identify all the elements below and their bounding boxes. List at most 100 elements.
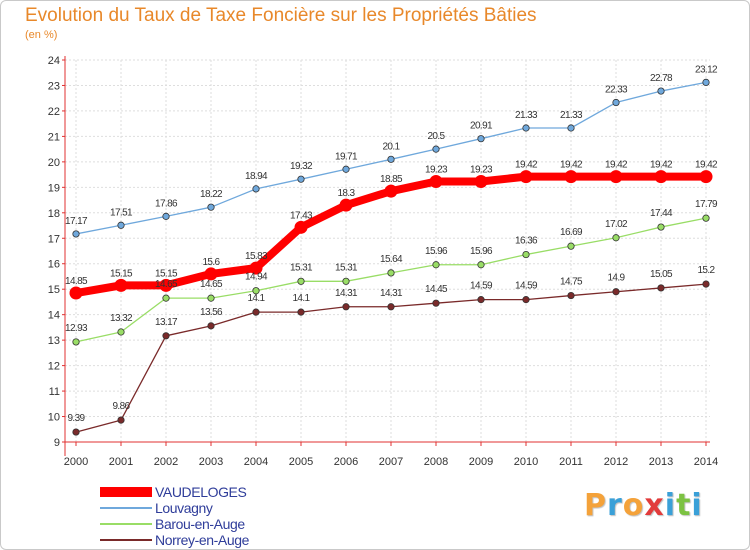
data-point-norrey-en-auge [117,416,125,424]
data-label-norrey-en-auge: 14.31 [380,288,403,299]
data-point-vaudeloges [114,278,128,292]
logo-letter: r [607,488,623,523]
legend-label-louvagny: Louvagny [155,500,213,516]
data-label-louvagny: 20.91 [470,121,493,132]
x-tick-label: 2014 [694,456,718,468]
logo-letter: o [622,488,645,523]
data-point-barou-en-auge [162,294,170,302]
y-tick-label: 13 [48,335,60,347]
plot-area [65,60,710,442]
logo-letter: x [644,488,665,523]
data-label-barou-en-auge: 15.96 [425,246,448,257]
data-label-vaudeloges: 19.42 [515,160,538,171]
data-label-louvagny: 17.51 [110,207,133,218]
y-tick-label: 14 [48,310,60,322]
data-point-norrey-en-auge [567,291,575,300]
data-label-norrey-en-auge: 13.17 [155,317,178,328]
data-label-vaudeloges: 18.3 [337,188,355,199]
data-label-norrey-en-auge: 14.75 [560,277,583,288]
data-point-barou-en-auge [432,261,440,269]
data-label-louvagny: 23.12 [695,64,718,75]
data-label-norrey-en-auge: 9.86 [112,401,130,412]
data-label-norrey-en-auge: 13.56 [200,307,223,318]
data-point-norrey-en-auge [612,288,620,296]
data-point-louvagny [297,175,305,183]
data-label-louvagny: 19.32 [290,161,313,172]
data-label-louvagny: 18.94 [245,171,268,182]
legend-item-louvagny: Louvagny [100,500,360,516]
data-point-louvagny [72,230,80,238]
data-label-norrey-en-auge: 14.59 [515,281,538,292]
data-point-louvagny [387,155,395,163]
data-point-louvagny [432,145,440,153]
data-point-vaudeloges [654,170,668,184]
y-tick-label: 15 [48,284,60,296]
data-point-vaudeloges [339,198,353,212]
data-label-louvagny: 18.22 [200,189,223,200]
y-tick-label: 12 [48,361,60,373]
proxiti-logo: Proxiti [584,488,703,523]
data-point-barou-en-auge [297,277,305,285]
data-point-norrey-en-auge [387,303,395,311]
y-tick-label: 9 [54,437,60,449]
x-tick-label: 2009 [469,456,493,468]
line-chart: 9 10 11 12 13 14 15 16 17 18 19 20 21 22 23 24 2000 2001 2… [48,55,719,468]
data-point-vaudeloges [519,170,533,184]
data-point-vaudeloges [609,170,623,184]
y-tick-label: 18 [48,208,60,220]
legend-item-norrey-en-auge: Norrey-en-Auge [100,532,360,548]
x-tick-label: 2005 [289,456,313,468]
data-label-vaudeloges: 15.83 [245,251,268,262]
data-point-barou-en-auge [207,294,215,302]
data-point-norrey-en-auge [162,332,170,340]
legend-label-vaudeloges: VAUDELOGES [155,484,247,500]
data-point-norrey-en-auge [477,296,485,304]
data-label-louvagny: 17.86 [155,198,178,209]
data-point-vaudeloges [249,261,263,275]
data-label-louvagny: 22.33 [605,85,628,96]
data-point-norrey-en-auge [657,284,665,292]
data-point-norrey-en-auge [342,303,350,311]
data-label-vaudeloges: 19.23 [470,164,493,175]
data-point-norrey-en-auge [522,296,530,304]
y-tick-label: 16 [48,259,60,271]
chart-unit: (en %) [25,29,58,41]
data-point-barou-en-auge [612,234,620,242]
data-label-vaudeloges: 15.15 [155,268,178,279]
data-label-barou-en-auge: 16.36 [515,236,538,247]
data-label-norrey-en-auge: 15.2 [697,265,715,276]
data-point-norrey-en-auge [702,280,710,288]
data-point-barou-en-auge [522,250,530,259]
x-tick-label: 2001 [109,456,133,468]
data-point-barou-en-auge [72,338,80,346]
legend-item-vaudeloges: VAUDELOGES [100,484,360,500]
data-point-barou-en-auge [702,214,710,222]
data-point-louvagny [252,185,260,193]
data-point-louvagny [342,165,350,173]
logo-letter: t [676,488,692,523]
data-label-norrey-en-auge: 14.1 [247,293,265,304]
y-tick-label: 19 [48,182,60,194]
data-point-norrey-en-auge [432,299,440,307]
data-point-louvagny [477,135,485,143]
x-tick-label: 2007 [379,456,403,468]
logo-letter: P [584,488,607,523]
data-label-barou-en-auge: 15.31 [335,262,358,273]
data-label-louvagny: 19.71 [335,151,358,162]
data-label-barou-en-auge: 13.32 [110,313,133,324]
data-point-louvagny [612,98,620,107]
data-label-louvagny: 21.33 [560,110,583,121]
data-point-vaudeloges [429,174,443,188]
x-tick-label: 2008 [424,456,448,468]
data-label-barou-en-auge: 17.44 [650,208,673,219]
x-tick-label: 2006 [334,456,358,468]
data-label-louvagny: 20.5 [427,131,445,142]
data-point-vaudeloges [69,286,83,300]
x-tick-label: 2000 [64,456,88,468]
data-point-norrey-en-auge [297,308,305,316]
data-label-louvagny: 22.78 [650,73,673,84]
data-label-vaudeloges: 19.42 [650,160,673,171]
y-tick-label: 11 [49,386,60,398]
data-point-norrey-en-auge [207,322,215,330]
legend-swatch-norrey-en-auge [100,539,152,541]
